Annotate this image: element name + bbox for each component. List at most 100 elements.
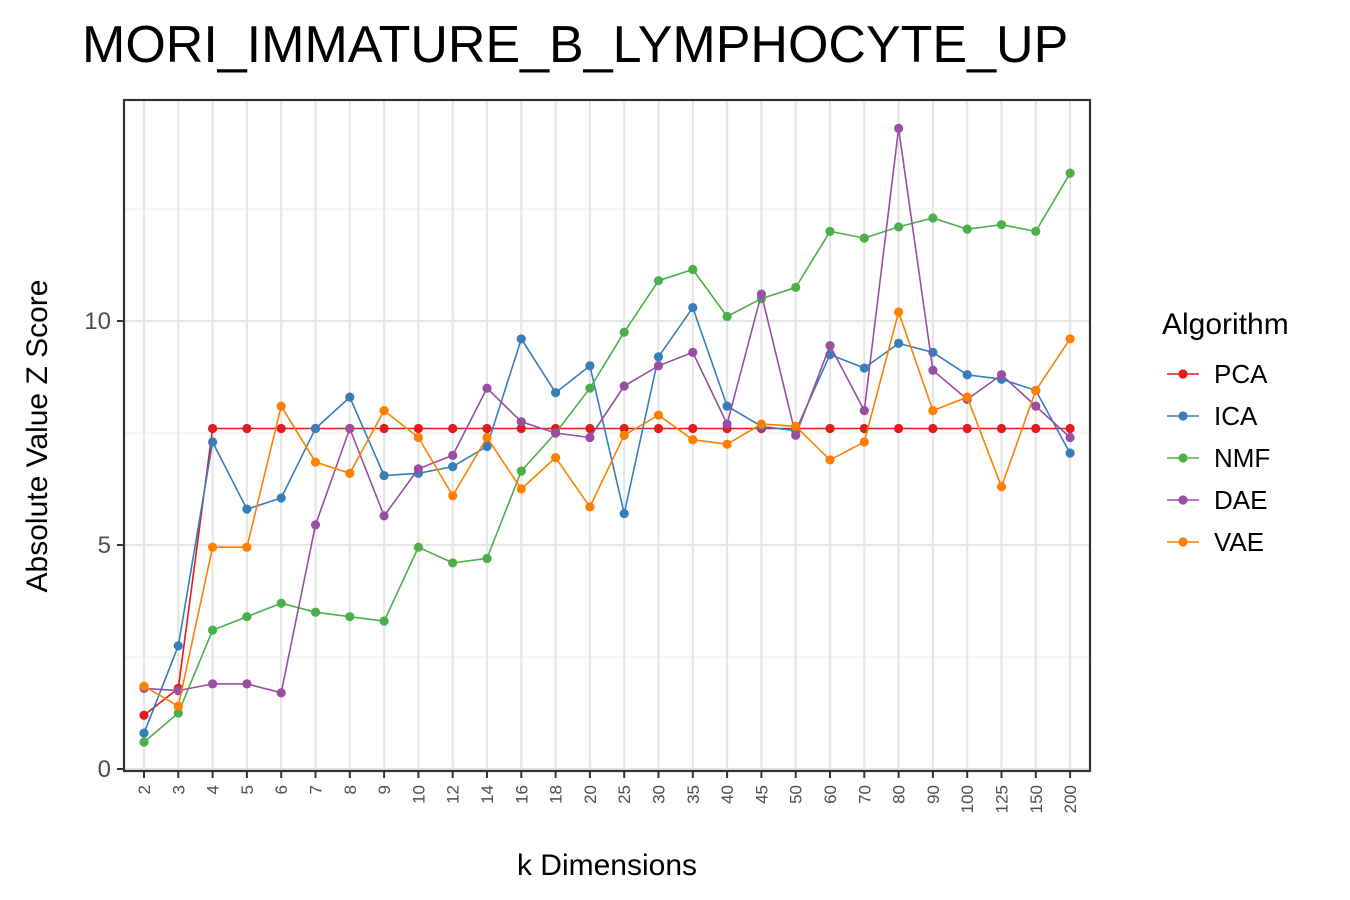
data-point-pca — [688, 423, 698, 434]
data-point-ica — [585, 361, 595, 371]
legend-label-nmf: NMF — [1214, 443, 1270, 473]
data-point-vae — [894, 307, 904, 317]
data-point-ica — [551, 388, 561, 398]
data-point-dae — [242, 679, 252, 689]
data-point-nmf — [722, 311, 732, 322]
data-point-nmf — [1065, 168, 1075, 178]
data-point-pca — [413, 423, 423, 434]
legend-key-point-ica — [1178, 411, 1188, 421]
data-point-ica — [310, 423, 321, 434]
series-group — [139, 123, 1075, 747]
x-tick-label: 12 — [444, 785, 463, 804]
data-point-vae — [276, 401, 286, 411]
data-point-pca — [996, 423, 1007, 434]
data-point-vae — [310, 457, 321, 467]
data-point-pca — [276, 423, 286, 434]
data-point-ica — [242, 504, 252, 514]
data-point-pca — [825, 423, 835, 434]
data-point-nmf — [1031, 226, 1041, 236]
data-point-dae — [379, 511, 389, 521]
data-point-dae — [619, 381, 629, 391]
data-point-dae — [310, 520, 321, 530]
data-point-nmf — [791, 282, 801, 292]
x-tick-label: 50 — [787, 785, 806, 804]
data-point-nmf — [139, 737, 149, 747]
data-point-ica — [619, 509, 629, 519]
data-point-dae — [894, 123, 904, 133]
data-point-dae — [1031, 401, 1041, 411]
legend: Algorithm PCA ICA NMF DAE VAE — [1162, 308, 1289, 557]
x-tick-label: 18 — [547, 785, 566, 804]
y-tick-label: 5 — [98, 532, 111, 559]
data-point-pca — [242, 423, 252, 434]
x-tick-label: 25 — [615, 785, 634, 804]
data-point-pca — [208, 423, 218, 434]
data-point-pca — [928, 423, 938, 434]
data-point-nmf — [825, 226, 835, 236]
x-tick-label: 70 — [855, 785, 874, 804]
data-point-nmf — [653, 276, 664, 286]
plot-background — [124, 100, 1090, 771]
legend-item-ica: ICA — [1167, 401, 1258, 431]
data-point-dae — [1065, 432, 1075, 443]
data-point-vae — [1031, 385, 1041, 396]
data-point-pca — [516, 423, 526, 434]
data-point-vae — [722, 439, 732, 449]
y-tick-label: 0 — [98, 756, 111, 783]
legend-key-point-pca — [1178, 369, 1188, 379]
y-tick-label: 10 — [84, 308, 111, 335]
series-vae — [139, 307, 1075, 711]
x-tick-label: 5 — [238, 785, 257, 794]
legend-key-point-dae — [1178, 495, 1188, 505]
legend-label-ica: ICA — [1214, 401, 1258, 431]
data-point-vae — [825, 455, 835, 465]
legend-key-point-nmf — [1178, 453, 1188, 463]
data-point-ica — [1065, 448, 1075, 458]
data-point-nmf — [379, 616, 389, 626]
data-point-dae — [996, 370, 1007, 380]
gridlines — [124, 100, 1090, 771]
data-point-dae — [208, 679, 218, 689]
x-tick-label: 30 — [650, 785, 669, 804]
data-point-ica — [345, 392, 355, 402]
data-point-pca — [585, 423, 595, 434]
x-tick-label: 200 — [1061, 785, 1080, 813]
data-point-vae — [756, 419, 767, 429]
x-tick-label: 125 — [993, 785, 1012, 813]
x-tick-label: 16 — [512, 785, 531, 804]
series-line-dae — [143, 128, 1071, 694]
data-point-ica — [173, 641, 183, 651]
legend-label-vae: VAE — [1214, 527, 1264, 557]
x-axis-title: k Dimensions — [517, 849, 697, 882]
x-tick-label: 90 — [924, 785, 943, 804]
data-point-vae — [653, 410, 664, 420]
data-point-vae — [585, 502, 595, 512]
x-tick-label: 14 — [478, 785, 497, 804]
data-point-dae — [345, 423, 355, 434]
x-tick-label: 9 — [375, 785, 394, 794]
data-point-dae — [448, 450, 458, 460]
data-point-pca — [1031, 423, 1041, 434]
data-point-ica — [653, 352, 664, 362]
x-tick-label: 80 — [890, 785, 909, 804]
data-point-nmf — [516, 466, 526, 476]
data-point-pca — [653, 423, 664, 434]
data-point-ica — [516, 334, 526, 344]
data-point-dae — [653, 361, 664, 371]
data-point-ica — [962, 370, 972, 380]
data-point-vae — [996, 482, 1007, 492]
x-tick-label: 7 — [307, 785, 326, 794]
legend-key-point-vae — [1178, 537, 1188, 547]
x-tick-label: 60 — [821, 785, 840, 804]
data-point-pca — [894, 423, 904, 434]
data-point-pca — [962, 423, 972, 434]
data-point-ica — [894, 338, 904, 348]
data-point-vae — [345, 468, 355, 478]
data-point-vae — [619, 430, 629, 440]
x-tick-label: 150 — [1027, 785, 1046, 813]
data-point-vae — [516, 484, 526, 494]
data-point-nmf — [688, 264, 698, 275]
data-point-pca — [139, 710, 149, 720]
data-point-nmf — [173, 708, 183, 718]
